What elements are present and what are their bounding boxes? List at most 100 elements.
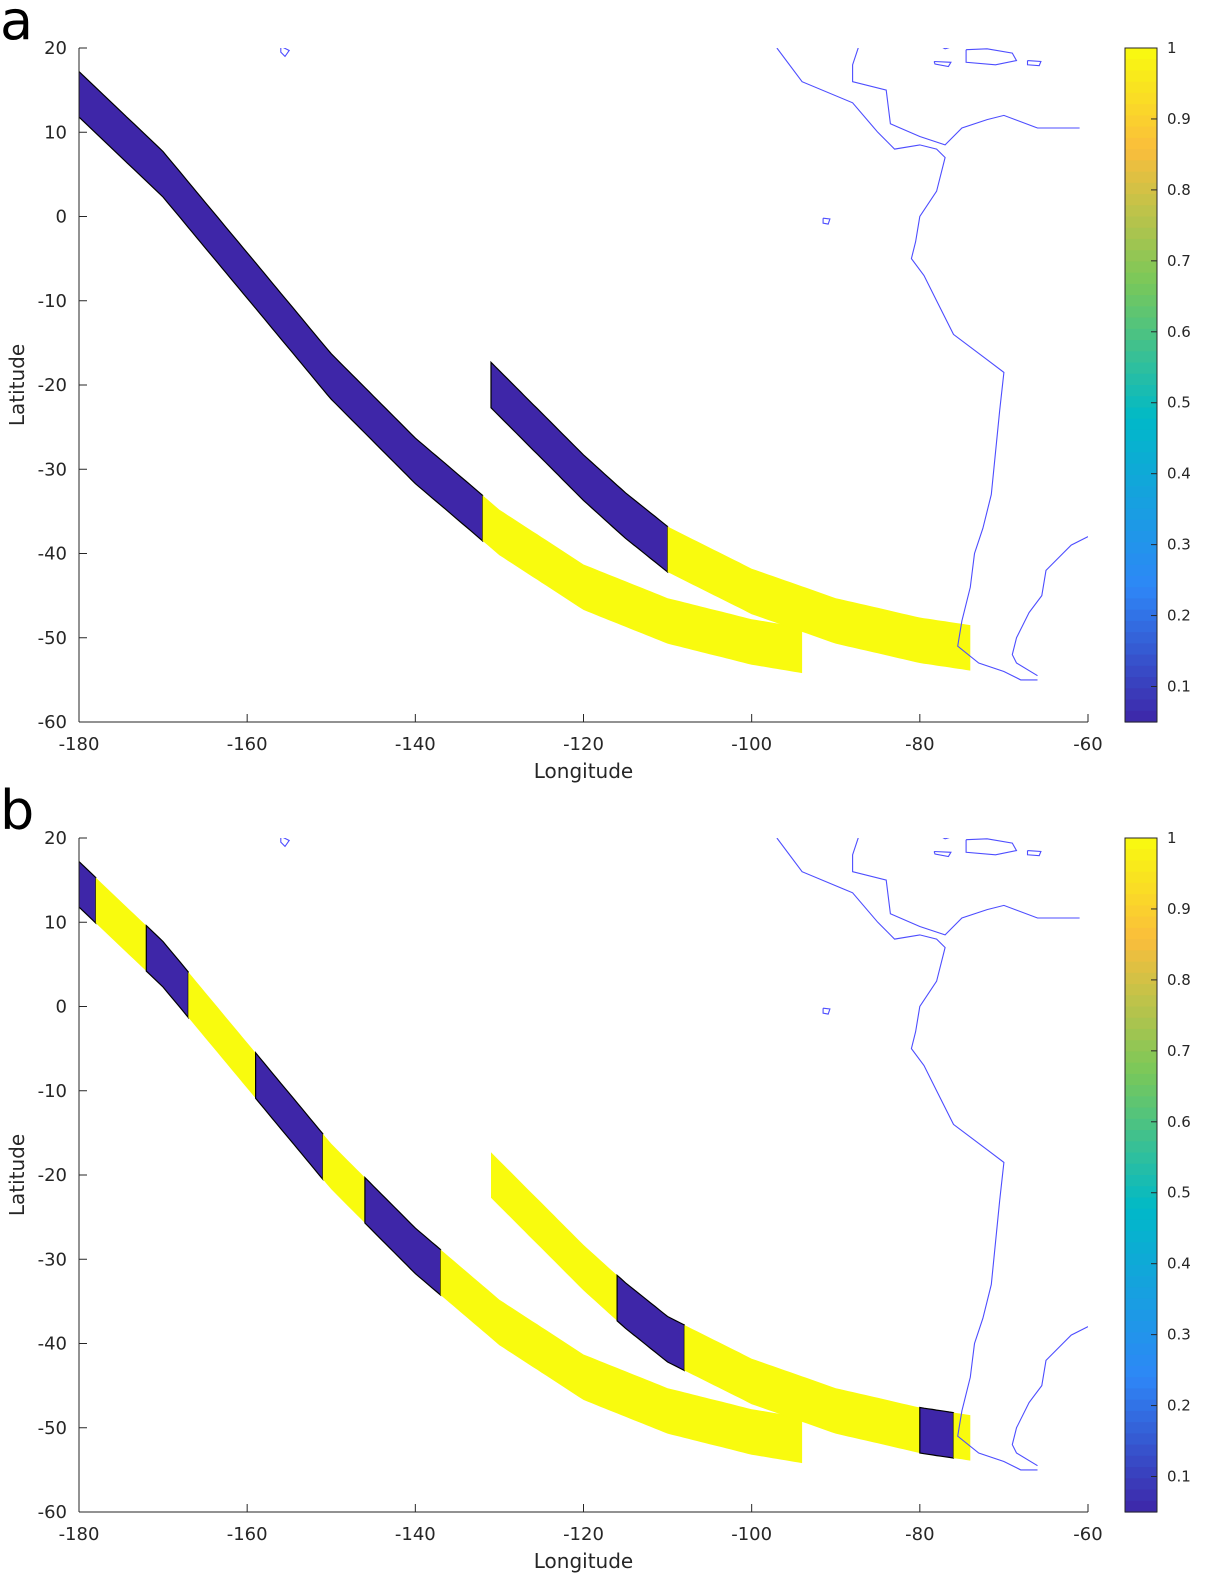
coastline-cuba [942,838,950,840]
colorbar-strip [1125,373,1157,386]
colorbar-strip [1125,1298,1157,1311]
west-swath [79,860,803,1464]
colorbar-strip [1125,1141,1157,1154]
east-swath [490,360,971,671]
x-tick-label: -140 [395,734,436,755]
colorbar-strip [1125,508,1157,521]
colorbar-strip [1125,1040,1157,1053]
x-tick-label: -60 [1073,1524,1102,1545]
colorbar-strip [1125,688,1157,701]
colorbar-tick-label: 1 [1167,39,1177,57]
coastline-jamaica [933,60,952,68]
colorbar-strip [1125,995,1157,1008]
swath-segment-low [79,70,484,543]
x-tick-label: -120 [563,734,604,755]
colorbar: 1 0.9 0.8 0.7 0.6 0.5 0.4 0.3 0.2 0.1 [1124,39,1191,723]
y-tick-label: -10 [38,1081,67,1102]
panel-a: a -180 -160 -140 -120 -100 -80 -60 20 10 0 -10 -20-… [0,0,1216,790]
colorbar-strip [1125,1175,1157,1187]
coastlines [280,838,1088,1471]
colorbar-strip [1125,1354,1157,1367]
colorbar-tick-label: 0.6 [1167,323,1191,341]
x-tick-label: -120 [563,1524,604,1545]
colorbar-frame [1124,47,1158,723]
y-tick-label: 20 [44,38,67,59]
colorbar-strip [1125,216,1157,229]
colorbar-strip [1125,632,1157,644]
colorbar-strip [1125,463,1157,476]
colorbar-strip [1125,317,1157,330]
colorbar-strip [1125,1433,1157,1446]
colorbar-strip [1125,70,1157,83]
y-tick-label: -40 [38,1334,67,1355]
coastline-cuba [942,48,950,50]
colorbar-strip [1125,564,1157,577]
swath-segment-high [322,1133,365,1223]
coastline-hispaniola [965,838,1018,856]
colorbar-strip [1125,1332,1157,1345]
colorbar-strip [1125,81,1157,94]
y-tick-label: 20 [44,828,67,849]
coastline-galapagos [822,217,831,225]
colorbar-tick-label: 0.9 [1167,900,1191,918]
colorbar-strip [1125,1197,1157,1210]
colorbar-strip [1125,849,1157,862]
colorbar-strip [1125,553,1157,566]
x-tick-label: -100 [731,1524,772,1545]
colorbar-tick-label: 0.8 [1167,181,1191,199]
colorbar-strip [1125,92,1157,105]
colorbar-strip [1125,1489,1157,1502]
colorbar-strip [1125,340,1157,352]
colorbar-strip [1125,238,1157,251]
colorbar-strip [1125,609,1157,622]
colorbar-strip [1125,882,1157,895]
colorbar-tick-label: 0.8 [1167,971,1191,989]
coastline-south-america-atlantic-coast [1011,1326,1088,1467]
colorbar-strip [1125,48,1157,60]
colorbar-strip [1125,1017,1157,1030]
x-tick-label: -140 [395,1524,436,1545]
colorbar-strip [1125,1219,1157,1232]
colorbar-strip [1125,104,1157,116]
y-tick-label: -30 [38,459,67,480]
colorbar-tick-label: 0.1 [1167,1468,1191,1486]
swath-segment-high [482,495,803,674]
chart-a-svg: -180 -160 -140 -120 -100 -80 -60 20 10 0 -10 -20 -30… [5,38,1191,783]
coastline-jamaica [933,850,952,858]
x-tick-label: -180 [59,734,100,755]
panel-letter-a: a [0,0,34,52]
colorbar-strip [1125,927,1157,940]
swath-segment-low [255,1051,324,1181]
colorbar-strip [1125,838,1157,850]
coastline-puerto-rico [1026,850,1042,857]
swath-segment-high [667,526,971,671]
colorbar-tick-label: 0.7 [1167,252,1191,270]
colorbar-strip [1125,894,1157,906]
colorbar-strip [1125,1365,1157,1378]
y-tick-label: 0 [56,207,67,228]
chart-b-svg: -180 -160 -140 -120 -100 -80 -60 20 10 0 -10 -20 -30… [5,828,1191,1573]
colorbar-strip [1125,1231,1157,1243]
colorbar-strip [1125,1118,1157,1131]
y-tick-label: -20 [38,1165,67,1186]
colorbar-tick-label: 0.4 [1167,465,1191,483]
y-tick-label: 0 [56,997,67,1018]
colorbar-tick-label: 0.3 [1167,1326,1191,1344]
panel-letter-b: b [0,779,35,842]
colorbar-strip [1125,160,1157,173]
y-tick-label: 10 [44,912,67,933]
x-tick-label: -100 [731,734,772,755]
colorbar-strip [1125,643,1157,656]
y-tick-label: 10 [44,122,67,143]
colorbar-strip [1125,227,1157,240]
colorbar-strip [1125,519,1157,532]
colorbar-strip [1125,362,1157,375]
colorbar-strip [1125,1287,1157,1300]
colorbar-strip [1125,1062,1157,1075]
swath-segment-low [79,860,97,925]
colorbar-strip [1125,950,1157,963]
east-swath [491,1152,971,1461]
colorbar-strip [1125,961,1157,974]
plot-area [79,838,1088,1471]
y-axis-label: Latitude [5,344,29,426]
